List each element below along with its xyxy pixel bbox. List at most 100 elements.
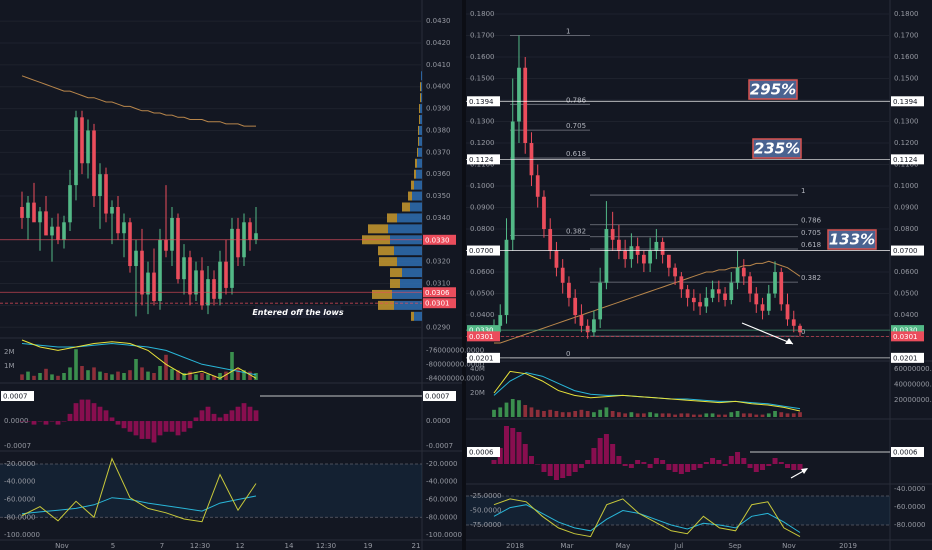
volume-bar [206,374,210,380]
y-tick-label: 0.0800 [470,225,495,233]
candle-body [116,206,120,234]
tick-label: 40000000.0000 [894,380,932,388]
histogram-bar [797,464,803,470]
volume-bar [716,414,721,417]
tick-label: 1M [4,362,15,370]
time-axis-right: 2018 Mar May Jul Sep Nov 2019 [506,542,857,550]
price-tag [467,245,500,256]
histogram-bar [710,458,716,464]
profile-up [388,224,422,234]
histogram-bar [31,421,37,425]
price-tag [891,331,924,342]
tick-label: -40.0000 [894,485,925,493]
volume-bar [673,414,677,417]
volume-bar [666,413,671,417]
y-tick-label: 0.0410 [426,61,451,69]
tick-label: -84000000.0000 [426,374,484,382]
candle-body [32,202,36,223]
volume-bar [642,413,646,417]
histogram-bar [85,399,91,422]
price-tag-label: 0.1124 [893,156,918,164]
histogram-bar [497,448,503,464]
candle-body [170,217,174,251]
y-tick-label: 0.0320 [426,258,451,266]
volume-bar [254,372,258,380]
candle-body [592,319,596,333]
profile-up [419,136,422,146]
fib-label: 0 [566,350,570,358]
profile-down [414,169,416,179]
volume-bar [517,400,521,417]
candle-body [200,270,204,306]
histogram-bar [49,421,55,422]
price-tag-label: 0.0301 [893,333,918,341]
time-label: Jul [674,542,684,550]
candle-body [729,282,734,300]
time-label: 5 [111,542,115,550]
price-tag [467,96,500,107]
profile-down [387,213,397,223]
profile-down [411,180,414,190]
time-axis-left: Nov 5 7 12:30 12 14 12:30 19 21 [55,542,420,550]
y-tick-label: 0.1800 [470,10,495,18]
candle-body [610,229,615,240]
histogram-bar [73,403,79,422]
histogram-bar [55,421,61,425]
candle-body [535,175,540,197]
volume-bar [62,372,66,380]
percent-label: 295% [750,81,796,99]
profile-up [394,300,422,310]
histogram-bar [610,444,616,464]
tick-label: -40.0000 [426,478,457,486]
candle-body [629,246,634,260]
histogram-bar [697,464,703,468]
price-tag [467,352,500,363]
profile-up [402,268,422,278]
candle-body [623,250,628,260]
y-tick-label: 0.1200 [470,139,495,147]
volume-bar [791,413,796,417]
volume-bar [44,368,48,380]
candle-body [554,250,559,268]
candle-body [158,239,162,302]
volume-bar [567,412,571,417]
candle-body [38,211,42,223]
volume-bar [698,414,702,417]
y-tick-label: 0.0390 [426,105,451,113]
candle-body [704,297,709,307]
candle-body [152,272,156,302]
histogram-bar [223,413,229,422]
volume-bar [140,367,144,380]
candle-body [710,289,715,298]
price-tag-label: 0.1394 [893,98,918,106]
histogram-bar [597,438,603,464]
band [0,463,422,518]
histogram-bar [211,413,217,422]
profile-up [421,71,422,81]
candle-body [164,239,168,251]
volume-bar [504,402,509,417]
profile-down [408,191,412,201]
volume-bar [146,371,150,380]
histogram-bar [253,410,259,422]
volume-bar [224,371,228,380]
volume-bar [492,409,496,417]
profile-up [420,115,422,125]
price-tag-label: 0.0301 [425,300,450,308]
y-tick-label: 0.0900 [470,204,495,212]
histogram-bar [660,460,666,464]
histogram-bar [163,421,169,432]
tick-label: -60.0000 [4,496,35,504]
tick-label: 40M [470,365,485,373]
volume-bar [735,411,740,417]
candle-body [723,293,727,300]
histogram-bar [491,460,497,464]
histogram-bar [199,410,205,422]
fib-label: 0.705 [801,229,821,237]
time-label: 12:30 [190,542,210,550]
candle-body [104,174,108,214]
histogram-bar [728,456,734,464]
price-tag [891,447,924,457]
histogram-bar [678,464,684,474]
volume-bar [86,370,90,380]
